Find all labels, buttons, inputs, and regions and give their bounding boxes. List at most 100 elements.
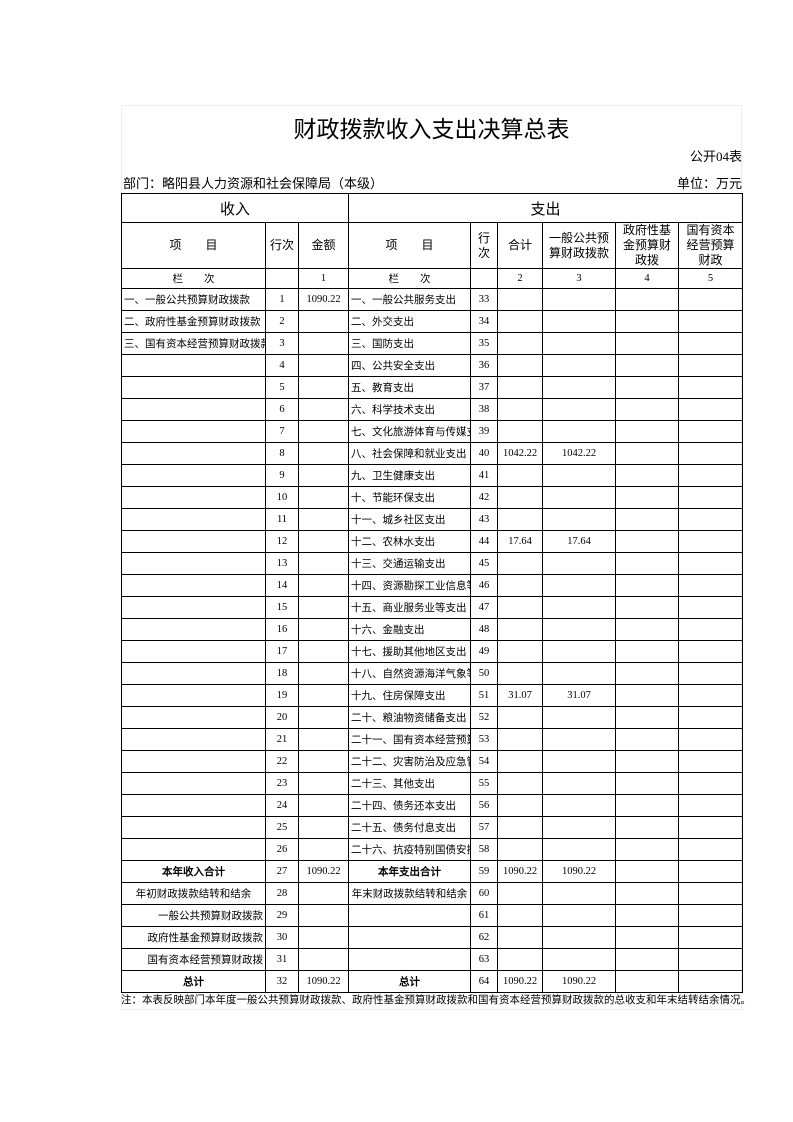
cell <box>542 816 616 839</box>
cell <box>121 816 266 839</box>
column-header: 合计 <box>497 222 543 269</box>
data-row: 本年收入合计 27 1090.22 本年支出合计 59 1090.22 1090.22 <box>121 860 744 883</box>
cell: 46 <box>470 574 498 597</box>
cell: 24 <box>265 794 299 817</box>
cell: 三、国防支出 <box>348 332 471 355</box>
data-row: 24 二十四、债务还本支出 56 <box>121 794 744 817</box>
cell <box>542 662 616 685</box>
cell <box>615 926 679 949</box>
cell <box>615 860 679 883</box>
cell <box>121 838 266 861</box>
cell: 二、外交支出 <box>348 310 471 333</box>
cell: 63 <box>470 948 498 971</box>
cell <box>298 706 349 729</box>
cell <box>470 268 498 289</box>
cell <box>677 574 744 597</box>
cell <box>121 420 266 443</box>
cell <box>615 640 679 663</box>
cell <box>615 376 679 399</box>
group-header: 收入 <box>121 193 349 223</box>
data-row: 6 六、科学技术支出 38 <box>121 398 744 421</box>
cell <box>542 464 616 487</box>
cell: 2 <box>497 268 543 289</box>
cell <box>542 288 616 311</box>
cell <box>298 794 349 817</box>
cell <box>615 398 679 421</box>
cell <box>497 772 543 795</box>
unit: 单位：万元 <box>676 176 742 191</box>
cell: 54 <box>470 750 498 773</box>
cell <box>298 948 349 971</box>
cell: 4 <box>615 268 679 289</box>
cell: 51 <box>470 684 498 707</box>
cell: 九、卫生健康支出 <box>348 464 471 487</box>
cell <box>677 948 744 971</box>
data-row: 国有资本经营预算财政拨 31 63 <box>121 948 744 971</box>
cell <box>677 838 744 861</box>
data-row: 7 七、文化旅游体育与传媒支 39 <box>121 420 744 443</box>
cell: 十一、城乡社区支出 <box>348 508 471 531</box>
cell: 26 <box>265 838 299 861</box>
cell <box>542 508 616 531</box>
cell <box>497 816 543 839</box>
cell: 17.64 <box>497 530 543 553</box>
cell <box>298 530 349 553</box>
cell: 29 <box>265 904 299 927</box>
cell <box>677 464 744 487</box>
cell: 5 <box>265 376 299 399</box>
cell <box>542 926 616 949</box>
cell <box>121 464 266 487</box>
cell <box>542 728 616 751</box>
cell <box>121 376 266 399</box>
cell <box>615 442 679 465</box>
cell <box>615 772 679 795</box>
cell: 31 <box>265 948 299 971</box>
cell <box>615 574 679 597</box>
cell <box>615 904 679 927</box>
cell <box>542 772 616 795</box>
cell <box>677 640 744 663</box>
cell <box>677 596 744 619</box>
cell: 十九、住房保障支出 <box>348 684 471 707</box>
column-header: 政府性基金预算财政拨 <box>615 222 679 269</box>
group-header-row: 收入 支出 <box>121 193 744 223</box>
cell: 32 <box>265 970 299 993</box>
cell <box>121 552 266 575</box>
cell <box>615 596 679 619</box>
cell: 二十一、国有资本经营预算 <box>348 728 471 751</box>
cell <box>298 574 349 597</box>
data-row: 三、国有资本经营预算财政拨款 3 三、国防支出 35 <box>121 332 744 355</box>
cell <box>615 662 679 685</box>
cell <box>615 684 679 707</box>
cell: 1090.22 <box>497 860 543 883</box>
cell: 45 <box>470 552 498 575</box>
cell <box>677 882 744 905</box>
data-row: 25 二十五、债务付息支出 57 <box>121 816 744 839</box>
cell: 53 <box>470 728 498 751</box>
cell <box>298 442 349 465</box>
cell <box>298 508 349 531</box>
cell: 十七、援助其他地区支出 <box>348 640 471 663</box>
column-header: 金额 <box>298 222 349 269</box>
cell: 五、教育支出 <box>348 376 471 399</box>
cell: 1042.22 <box>542 442 616 465</box>
cell: 1090.22 <box>497 970 543 993</box>
cell: 52 <box>470 706 498 729</box>
cell <box>615 970 679 993</box>
data-row: 9 九、卫生健康支出 41 <box>121 464 744 487</box>
cell <box>677 750 744 773</box>
cell <box>121 442 266 465</box>
cell: 政府性基金预算财政拨款 <box>121 926 266 949</box>
cell <box>497 398 543 421</box>
cell <box>298 838 349 861</box>
cell: 6 <box>265 398 299 421</box>
cell <box>121 354 266 377</box>
cell: 10 <box>265 486 299 509</box>
cell: 十二、农林水支出 <box>348 530 471 553</box>
data-row: 一般公共预算财政拨款 29 61 <box>121 904 744 927</box>
cell: 六、科学技术支出 <box>348 398 471 421</box>
data-row: 4 四、公共安全支出 36 <box>121 354 744 377</box>
column-header: 项 目 <box>121 222 266 269</box>
cell <box>348 926 471 949</box>
cell <box>298 398 349 421</box>
